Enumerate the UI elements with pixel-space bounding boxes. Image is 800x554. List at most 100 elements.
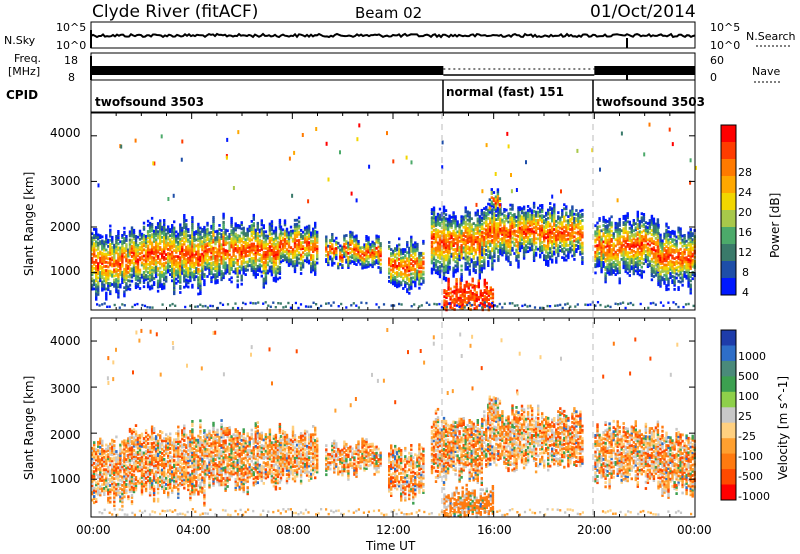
echo-cell: [107, 273, 110, 277]
echo-cell: [201, 248, 204, 252]
echo-cell: [97, 288, 100, 292]
echo-cell: [476, 242, 479, 245]
echo-cell: [432, 214, 436, 218]
echo-cell: [522, 232, 526, 235]
echo-cell: [365, 245, 368, 248]
echo-cell: [616, 234, 619, 238]
echo-cell: [547, 251, 550, 255]
echo-cell: [343, 238, 346, 242]
echo-cell: [571, 209, 574, 213]
echo-cell: [297, 216, 301, 220]
echo-cell: [204, 249, 207, 253]
echo-cell: [276, 244, 280, 248]
echo-cell: [232, 231, 235, 235]
echo-cell: [503, 232, 506, 236]
echo-cell: [264, 230, 268, 234]
echo-cell: [258, 234, 261, 238]
echo-cell: [528, 238, 532, 242]
echo-cell: [214, 242, 217, 246]
echo-cell: [136, 252, 140, 255]
echo-cell: [390, 252, 393, 255]
echo-cell: [220, 274, 223, 277]
echo-cell: [343, 234, 346, 238]
echo-cell: [191, 255, 194, 258]
echo-cell: [177, 275, 180, 279]
echo-cell: [455, 300, 458, 304]
echo-cell: [287, 264, 291, 267]
echo-cell: [434, 238, 438, 242]
echo-cell: [97, 293, 100, 296]
echo-cell: [297, 230, 301, 234]
echo-cell: [289, 233, 293, 237]
echo-cell: [93, 254, 96, 258]
echo-cell: [447, 287, 450, 291]
echo-cell: [314, 242, 317, 246]
echo-cell: [183, 242, 186, 246]
echo-cell: [95, 273, 98, 277]
echo-cell: [571, 213, 574, 217]
echo-cell: [197, 280, 200, 284]
echo-cell: [522, 211, 526, 215]
echo-cell: [150, 225, 154, 228]
echo-cell: [476, 256, 479, 260]
echo-cell: [448, 218, 451, 222]
echo-cell: [457, 290, 460, 294]
echo-cell: [436, 235, 440, 239]
echo-cell: [278, 220, 282, 224]
echo-cell: [571, 217, 574, 221]
echo-cell: [128, 259, 132, 262]
echo-cell: [189, 234, 192, 238]
echo-cell: [307, 230, 311, 234]
echo-cell: [365, 255, 368, 259]
echo-cell: [161, 275, 164, 278]
echo-cell: [483, 264, 486, 268]
echo-cell: [159, 239, 162, 243]
echo-cell: [113, 260, 116, 264]
echo-cell: [614, 221, 617, 225]
echo-cell: [460, 248, 463, 251]
echo-cell: [551, 217, 554, 221]
echo-cell: [438, 248, 442, 252]
echo-cell: [432, 257, 436, 261]
echo-cell: [254, 245, 257, 248]
echo-cell: [464, 263, 467, 267]
echo-cell: [622, 256, 625, 259]
echo-cell: [240, 278, 243, 282]
echo-cell: [451, 290, 454, 294]
echo-cell: [140, 249, 144, 252]
echo-cell: [406, 241, 409, 244]
echo-cell: [246, 244, 249, 247]
echo-cell: [604, 280, 607, 284]
echo-cell: [624, 214, 627, 218]
echo-cell: [125, 267, 128, 271]
echo-cell: [630, 249, 633, 252]
echo-cell: [581, 225, 584, 229]
echo-cell: [618, 222, 621, 225]
echo-cell: [573, 219, 576, 222]
echo-cell: [594, 224, 597, 228]
echo-cell: [553, 250, 556, 254]
echo-cell: [103, 283, 106, 287]
echo-cell: [371, 240, 374, 244]
echo-cell: [113, 256, 116, 259]
echo-cell: [436, 241, 440, 245]
echo-cell: [371, 251, 374, 254]
echo-cell: [272, 229, 276, 233]
echo-cell: [455, 280, 458, 283]
echo-cell: [414, 282, 417, 286]
echo-cell: [489, 219, 492, 223]
echo-cell: [212, 216, 215, 219]
echo-cell: [474, 252, 477, 256]
echo-cell: [179, 239, 182, 243]
echo-cell: [179, 278, 182, 282]
echo-cell: [388, 247, 391, 250]
echo-cell: [491, 292, 495, 296]
echo-cell: [532, 214, 536, 217]
echo-cell: [440, 252, 444, 256]
echo-cell: [418, 278, 421, 282]
echo-cell: [270, 261, 274, 265]
freq-bars: [91, 66, 695, 76]
echo-cell: [470, 223, 473, 227]
echo-cell: [602, 220, 605, 223]
echo-cell: [171, 242, 174, 246]
